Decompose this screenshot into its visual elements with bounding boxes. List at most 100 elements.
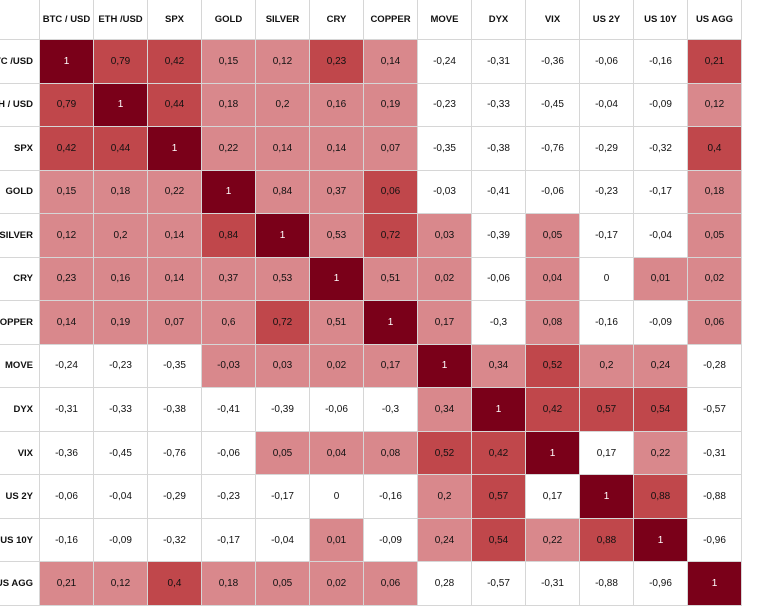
heatmap-cell: 0,07 [148,301,202,345]
heatmap-cell: 1 [472,388,526,432]
heatmap-cell: 0,53 [256,257,310,302]
heatmap-cell: -0,23 [202,475,256,519]
heatmap-cell: 0,17 [580,431,634,476]
heatmap-cell: -0,31 [526,562,580,606]
heatmap-cell: -0,04 [94,475,148,519]
heatmap-cell: -0,23 [94,344,148,389]
row-header: SPX [0,127,40,171]
heatmap-cell: 0,04 [310,431,364,476]
heatmap-cell: 0,18 [202,562,256,606]
heatmap-cell: 0,44 [94,127,148,171]
heatmap-cell: 1 [40,40,94,84]
heatmap-cell: 0,22 [148,170,202,215]
heatmap-cell: 0,18 [94,170,148,215]
heatmap-cell: 0,14 [40,301,94,345]
heatmap-cell: -0,41 [472,170,526,215]
column-header: MOVE [418,0,472,40]
row-header: CRY [0,257,40,302]
heatmap-cell: -0,06 [40,475,94,519]
heatmap-cell: 0,19 [94,301,148,345]
heatmap-cell: -0,24 [40,344,94,389]
heatmap-cell: 0,34 [472,344,526,389]
heatmap-cell: -0,32 [634,127,688,171]
heatmap-cell: -0,17 [256,475,310,519]
heatmap-cell: -0,17 [202,518,256,563]
heatmap-cell: -0,57 [688,388,742,432]
heatmap-cell: 0,51 [364,257,418,302]
row-header: ETH / USD [0,83,40,128]
heatmap-cell: -0,36 [40,431,94,476]
heatmap-cell: -0,06 [310,388,364,432]
heatmap-cell: 0,23 [310,40,364,84]
heatmap-cell: 0,52 [526,344,580,389]
heatmap-cell: 1 [364,301,418,345]
heatmap-cell: 0,16 [94,257,148,302]
heatmap-cell: 1 [634,518,688,563]
heatmap-cell: 0,21 [688,40,742,84]
heatmap-cell: -0,17 [634,170,688,215]
heatmap-cell: 1 [256,214,310,258]
heatmap-cell: -0,04 [256,518,310,563]
heatmap-cell: 0,05 [688,214,742,258]
heatmap-cell: 0,06 [364,562,418,606]
heatmap-cell: -0,17 [580,214,634,258]
heatmap-cell: -0,88 [688,475,742,519]
heatmap-cell: 0,4 [688,127,742,171]
heatmap-cell: -0,35 [148,344,202,389]
heatmap-cell: 0,06 [688,301,742,345]
heatmap-cell: 1 [310,257,364,302]
heatmap-cell: 0,18 [202,83,256,128]
column-header: SILVER [256,0,310,40]
heatmap-cell: 0,03 [418,214,472,258]
heatmap-cell: 0,84 [202,214,256,258]
heatmap-cell: 0,72 [256,301,310,345]
heatmap-cell: 0,28 [418,562,472,606]
heatmap-cell: -0,39 [472,214,526,258]
correlation-heatmap: BTC / USD ETH /USD SPX GOLD SILVER CRY COPPER M… [0,0,742,606]
heatmap-cell: 0,22 [202,127,256,171]
heatmap-cell: -0,32 [148,518,202,563]
heatmap-cell: 0,51 [310,301,364,345]
heatmap-cell: 0,2 [580,344,634,389]
row-header: DYX [0,388,40,432]
heatmap-cell: -0,24 [418,40,472,84]
heatmap-cell: -0,45 [526,83,580,128]
column-header: GOLD [202,0,256,40]
heatmap-cell: 0,42 [148,40,202,84]
heatmap-cell: -0,33 [472,83,526,128]
column-header: DYX [472,0,526,40]
heatmap-cell: -0,09 [634,83,688,128]
heatmap-cell: 1 [580,475,634,519]
heatmap-cell: 0,23 [40,257,94,302]
row-header: GOLD [0,170,40,215]
heatmap-cell: 0,12 [40,214,94,258]
heatmap-cell: -0,09 [634,301,688,345]
heatmap-cell: -0,76 [526,127,580,171]
heatmap-cell: 0,72 [364,214,418,258]
column-header: VIX [526,0,580,40]
heatmap-cell: 0,79 [94,40,148,84]
heatmap-cell: -0,16 [634,40,688,84]
row-header: BTC /USD [0,40,40,84]
row-header: US 2Y [0,475,40,519]
heatmap-cell: -0,06 [202,431,256,476]
column-header: US 10Y [634,0,688,40]
heatmap-cell: 1 [418,344,472,389]
heatmap-cell: -0,88 [580,562,634,606]
heatmap-cell: -0,06 [580,40,634,84]
row-header: MOVE [0,344,40,389]
heatmap-cell: 0,14 [364,40,418,84]
heatmap-cell: 0,22 [526,518,580,563]
heatmap-cell: -0,38 [472,127,526,171]
heatmap-cell: -0,23 [580,170,634,215]
column-header: US AGG [688,0,742,40]
heatmap-cell: 1 [526,431,580,476]
heatmap-cell: 0,54 [634,388,688,432]
heatmap-cell: 0,2 [256,83,310,128]
heatmap-cell: 0,16 [310,83,364,128]
heatmap-cell: 0,19 [364,83,418,128]
heatmap-cell: 0,57 [580,388,634,432]
heatmap-cell: 0,24 [418,518,472,563]
heatmap-cell: -0,31 [40,388,94,432]
heatmap-cell: 0,44 [148,83,202,128]
